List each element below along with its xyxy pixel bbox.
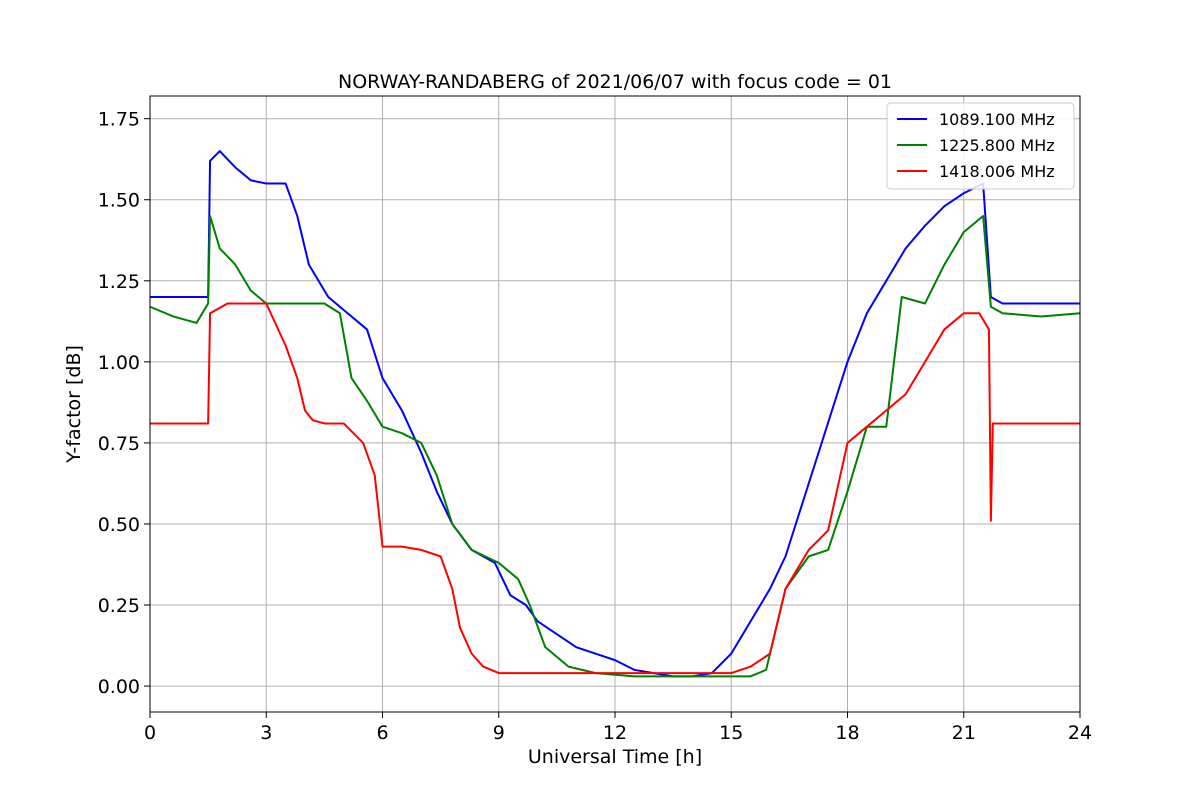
y-tick-label: 1.75	[98, 109, 140, 131]
x-tick-label: 9	[493, 722, 505, 744]
y-tick-label: 1.50	[98, 190, 140, 212]
y-tick-label: 0.00	[98, 676, 140, 698]
x-tick-label: 18	[835, 722, 859, 744]
legend-box	[886, 102, 1075, 190]
legend-label-3: 1418.006 MHz	[939, 162, 1055, 181]
x-axis-label: Universal Time [h]	[528, 746, 702, 768]
chart-title: NORWAY-RANDABERG of 2021/06/07 with focu…	[338, 71, 892, 93]
y-axis-label: Y-factor [dB]	[63, 345, 85, 464]
x-tick-label: 21	[952, 722, 976, 744]
x-tick-label: 24	[1068, 722, 1092, 744]
y-tick-label: 1.00	[98, 352, 140, 374]
y-tick-label: 0.50	[98, 514, 140, 536]
series-line-3	[150, 302, 1080, 675]
y-tick-label: 1.25	[98, 271, 140, 293]
x-tick-label: 3	[260, 722, 272, 744]
series-group	[149, 150, 1081, 678]
ticks: 0 3 6 9 12 15 18 21 24 0.00 0.25 0.50 0.75 1.00 1.25 1.…	[98, 109, 1092, 744]
legend-label-1: 1089.100 MHz	[939, 110, 1055, 129]
series-line-1	[150, 150, 1080, 678]
legend-label-2: 1225.800 MHz	[939, 136, 1055, 155]
series-line-2	[149, 214, 1081, 678]
x-tick-label: 15	[719, 722, 743, 744]
y-tick-label: 0.75	[98, 433, 140, 455]
y-tick-label: 0.25	[98, 595, 140, 617]
x-tick-label: 12	[603, 722, 627, 744]
x-tick-label: 0	[144, 722, 156, 744]
legend: 1089.100 MHz 1225.800 MHz 1418.006 MHz	[886, 102, 1075, 190]
x-tick-label: 6	[376, 722, 388, 744]
